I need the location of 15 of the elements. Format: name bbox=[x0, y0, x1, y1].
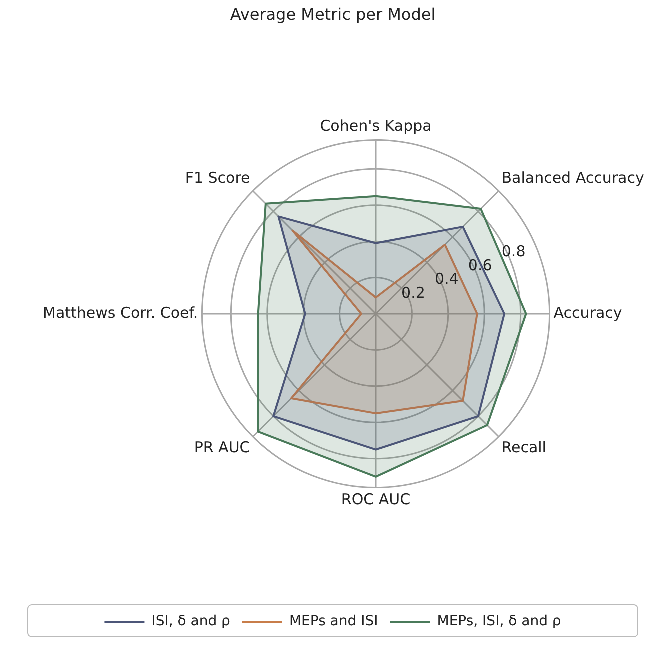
spoke-label: Cohen's Kappa bbox=[320, 117, 432, 136]
y-tick-label: 0.8 bbox=[502, 242, 526, 260]
legend-label: ISI, δ and ρ bbox=[152, 614, 231, 630]
spoke-label: Balanced Accuracy bbox=[502, 169, 644, 188]
spoke-label: Matthews Corr. Coef. bbox=[42, 304, 198, 322]
legend-label: MEPs, ISI, δ and ρ bbox=[437, 614, 562, 630]
spoke-label: PR AUC bbox=[194, 438, 250, 457]
spoke-label: Accuracy bbox=[554, 304, 622, 322]
spoke-label: ROC AUC bbox=[341, 490, 411, 509]
spoke-label: F1 Score bbox=[185, 169, 250, 188]
y-tick-label: 0.2 bbox=[402, 284, 426, 302]
legend-label: MEPs and ISI bbox=[289, 614, 378, 630]
chart-title: Average Metric per Model bbox=[230, 4, 436, 24]
y-tick-label: 0.4 bbox=[434, 270, 459, 288]
spoke-label: Recall bbox=[502, 438, 546, 457]
